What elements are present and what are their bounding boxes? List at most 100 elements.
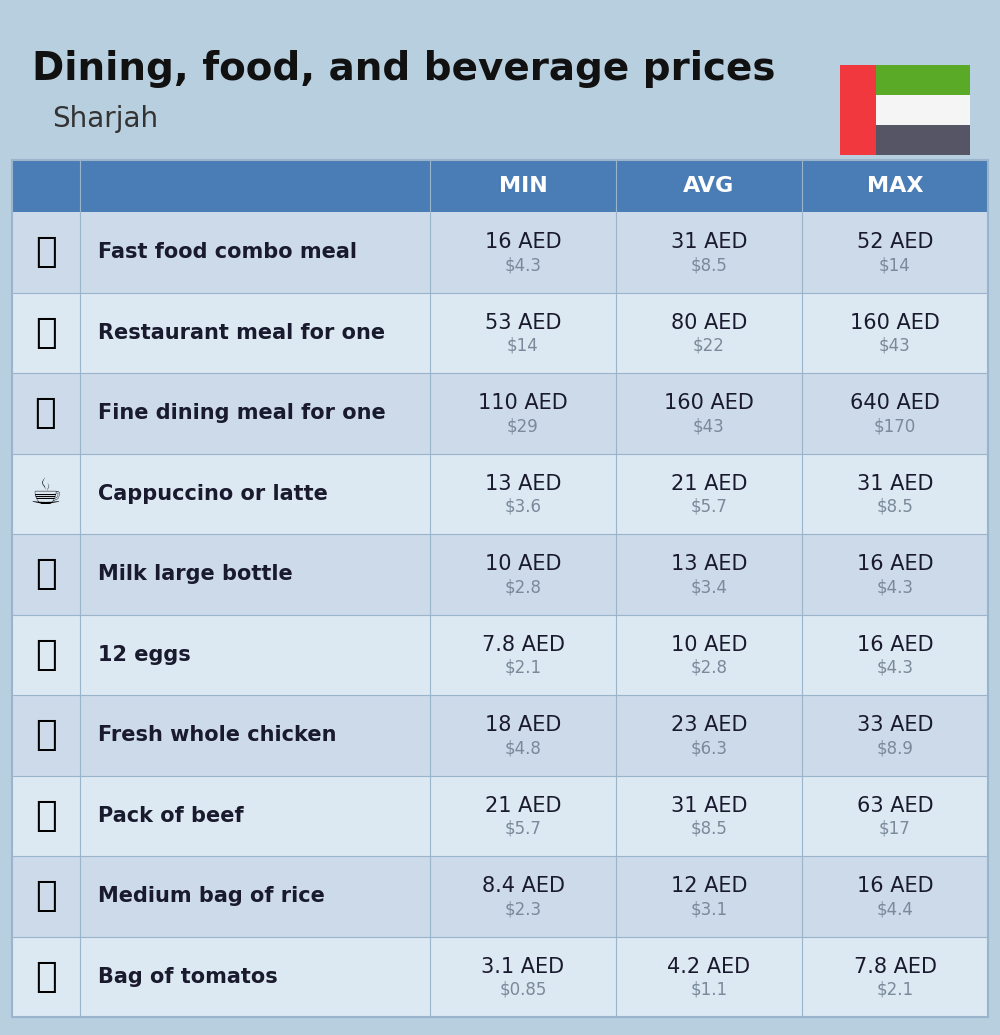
Text: $4.3: $4.3 bbox=[876, 658, 914, 677]
Text: 7.8 AED: 7.8 AED bbox=[482, 634, 564, 655]
Text: 160 AED: 160 AED bbox=[850, 313, 940, 332]
Text: $14: $14 bbox=[507, 336, 539, 355]
Bar bbox=[80, 453, 988, 534]
Bar bbox=[840, 65, 970, 155]
Text: Cappuccino or latte: Cappuccino or latte bbox=[98, 483, 328, 504]
Bar bbox=[840, 65, 876, 155]
Text: $8.5: $8.5 bbox=[691, 820, 727, 837]
Text: $2.3: $2.3 bbox=[504, 900, 542, 918]
Text: $8.9: $8.9 bbox=[877, 739, 913, 758]
Text: $4.3: $4.3 bbox=[876, 579, 914, 596]
Text: $170: $170 bbox=[874, 417, 916, 436]
Bar bbox=[12, 160, 988, 212]
Text: 160 AED: 160 AED bbox=[664, 393, 754, 413]
Text: 18 AED: 18 AED bbox=[485, 715, 561, 735]
Text: Bag of tomatos: Bag of tomatos bbox=[98, 967, 278, 986]
Text: 53 AED: 53 AED bbox=[485, 313, 561, 332]
Bar bbox=[80, 534, 988, 615]
Text: $6.3: $6.3 bbox=[690, 739, 728, 758]
Text: 16 AED: 16 AED bbox=[857, 634, 933, 655]
Bar bbox=[840, 95, 970, 125]
Bar bbox=[840, 65, 970, 95]
Text: 23 AED: 23 AED bbox=[671, 715, 747, 735]
Text: 12 AED: 12 AED bbox=[671, 877, 747, 896]
Text: 🍔: 🍔 bbox=[35, 235, 57, 269]
Text: $22: $22 bbox=[693, 336, 725, 355]
Text: $2.1: $2.1 bbox=[504, 658, 542, 677]
Text: 31 AED: 31 AED bbox=[671, 232, 747, 253]
Bar bbox=[12, 856, 80, 937]
Bar bbox=[80, 775, 988, 856]
Text: AVG: AVG bbox=[683, 176, 735, 196]
Text: $5.7: $5.7 bbox=[691, 498, 727, 515]
Bar bbox=[12, 615, 80, 694]
Bar bbox=[12, 694, 80, 775]
Text: $3.4: $3.4 bbox=[690, 579, 728, 596]
Text: $1.1: $1.1 bbox=[690, 981, 728, 999]
Text: MAX: MAX bbox=[867, 176, 923, 196]
Text: $43: $43 bbox=[693, 417, 725, 436]
Text: 3.1 AED: 3.1 AED bbox=[481, 956, 565, 977]
Bar bbox=[12, 373, 80, 453]
Text: $2.8: $2.8 bbox=[690, 658, 728, 677]
Text: 🍅: 🍅 bbox=[35, 959, 57, 994]
Text: Medium bag of rice: Medium bag of rice bbox=[98, 886, 325, 907]
Bar bbox=[80, 694, 988, 775]
Text: MIN: MIN bbox=[499, 176, 547, 196]
Text: 🍽️: 🍽️ bbox=[35, 396, 57, 431]
Text: 🍗: 🍗 bbox=[35, 718, 57, 752]
Text: 🥩: 🥩 bbox=[35, 799, 57, 833]
Text: Pack of beef: Pack of beef bbox=[98, 806, 244, 826]
Text: 🍚: 🍚 bbox=[35, 880, 57, 913]
Text: 🥚: 🥚 bbox=[35, 638, 57, 672]
Text: $4.4: $4.4 bbox=[877, 900, 913, 918]
Bar bbox=[80, 856, 988, 937]
Text: $4.8: $4.8 bbox=[505, 739, 541, 758]
Text: $29: $29 bbox=[507, 417, 539, 436]
Bar bbox=[80, 615, 988, 694]
Bar bbox=[12, 293, 80, 373]
Text: 12 eggs: 12 eggs bbox=[98, 645, 191, 664]
Text: 52 AED: 52 AED bbox=[857, 232, 933, 253]
Bar bbox=[80, 212, 988, 293]
Text: Milk large bottle: Milk large bottle bbox=[98, 564, 293, 584]
Bar bbox=[12, 937, 80, 1017]
Text: 31 AED: 31 AED bbox=[671, 796, 747, 816]
Text: 31 AED: 31 AED bbox=[857, 474, 933, 494]
Bar bbox=[840, 125, 970, 155]
Text: $3.6: $3.6 bbox=[505, 498, 542, 515]
Text: 16 AED: 16 AED bbox=[857, 555, 933, 574]
Text: 7.8 AED: 7.8 AED bbox=[854, 956, 936, 977]
Bar bbox=[80, 293, 988, 373]
Text: 4.2 AED: 4.2 AED bbox=[667, 956, 751, 977]
Text: Sharjah: Sharjah bbox=[52, 105, 158, 134]
Text: 63 AED: 63 AED bbox=[857, 796, 933, 816]
Text: $17: $17 bbox=[879, 820, 911, 837]
Text: $2.1: $2.1 bbox=[876, 981, 914, 999]
Text: $3.1: $3.1 bbox=[690, 900, 728, 918]
Text: 80 AED: 80 AED bbox=[671, 313, 747, 332]
Text: $8.5: $8.5 bbox=[691, 257, 727, 274]
Text: 16 AED: 16 AED bbox=[857, 877, 933, 896]
Text: 33 AED: 33 AED bbox=[857, 715, 933, 735]
Text: 640 AED: 640 AED bbox=[850, 393, 940, 413]
Text: Dining, food, and beverage prices: Dining, food, and beverage prices bbox=[32, 50, 776, 88]
Text: 10 AED: 10 AED bbox=[671, 634, 747, 655]
Bar bbox=[12, 212, 80, 293]
Text: 16 AED: 16 AED bbox=[485, 232, 561, 253]
Text: 🍳: 🍳 bbox=[35, 316, 57, 350]
Bar bbox=[12, 453, 80, 534]
Text: Fast food combo meal: Fast food combo meal bbox=[98, 242, 357, 262]
Text: Fresh whole chicken: Fresh whole chicken bbox=[98, 726, 336, 745]
Text: 13 AED: 13 AED bbox=[671, 555, 747, 574]
Text: $0.85: $0.85 bbox=[499, 981, 547, 999]
Bar bbox=[12, 775, 80, 856]
Text: 21 AED: 21 AED bbox=[485, 796, 561, 816]
Text: Fine dining meal for one: Fine dining meal for one bbox=[98, 404, 386, 423]
Text: 21 AED: 21 AED bbox=[671, 474, 747, 494]
Bar bbox=[80, 373, 988, 453]
Bar bbox=[80, 937, 988, 1017]
Bar bbox=[12, 160, 988, 1017]
Text: 10 AED: 10 AED bbox=[485, 555, 561, 574]
Text: 🥛: 🥛 bbox=[35, 557, 57, 591]
